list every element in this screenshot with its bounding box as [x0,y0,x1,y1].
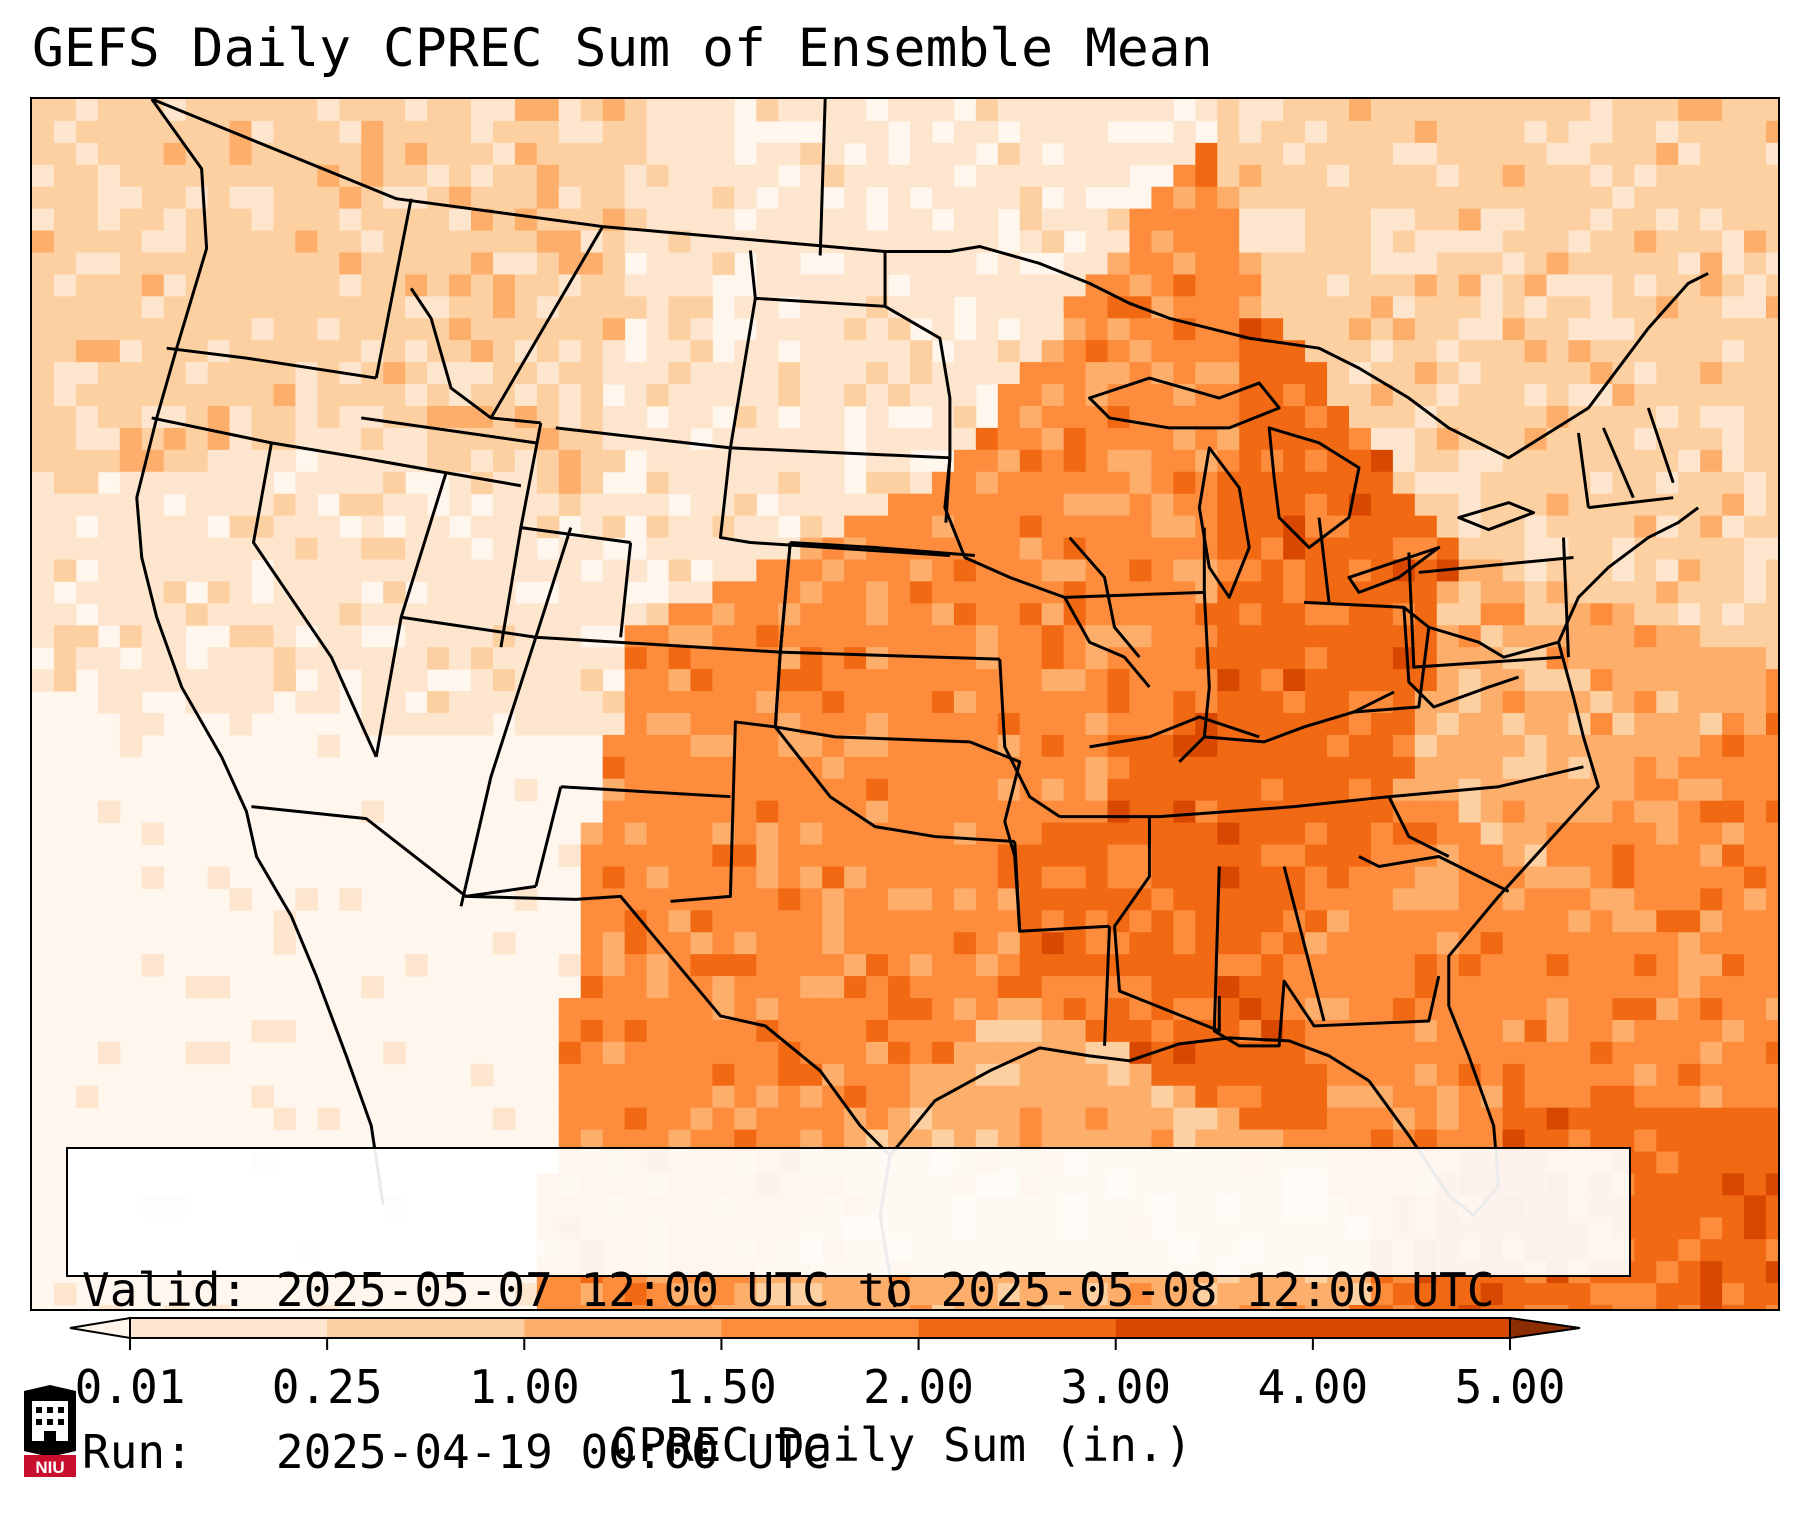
colorbar-segment [918,1318,1117,1338]
colorbar-tick-labels: 0.01 0.25 1.00 1.50 2.00 3.00 4.00 5.00 [0,1360,1803,1414]
colorbar-extend-low [69,1316,131,1340]
colorbar-extend-high [1509,1316,1581,1340]
logo-lettering: NIU [35,1458,64,1477]
colorbar-tick-label: 5.00 [1454,1360,1566,1414]
valid-value: 2025-05-07 12:00 UTC to 2025-05-08 12:00… [275,1263,1495,1317]
state-boundaries [135,99,1709,1308]
niu-logo: NIU [24,1385,76,1477]
colorbar-segment [721,1318,920,1338]
map-panel [30,97,1780,1311]
colorbar [69,1316,1581,1350]
colorbar-segment [1115,1318,1314,1338]
colorbar-segment [130,1318,328,1338]
colorbar-segment [524,1318,722,1338]
colorbar-label: CPREC Daily Sum (in.) [610,1418,1193,1472]
colorbar-tick-label: 3.00 [1060,1360,1172,1414]
colorbar-tick-label: 1.00 [468,1360,580,1414]
run-value: 2025-04-19 00:00 UTC [275,1425,830,1479]
run-label: Run: [82,1425,193,1479]
valid-line: Valid: 2025-05-07 12:00 UTC to 2025-05-0… [82,1263,1629,1317]
colorbar-tick-label: 4.00 [1257,1360,1369,1414]
precipitation-field [32,99,1778,1309]
page-title: GEFS Daily CPREC Sum of Ensemble Mean [32,18,1213,79]
validity-info-box: Valid: 2025-05-07 12:00 UTC to 2025-05-0… [66,1147,1631,1479]
valid-label: Valid: [82,1263,249,1317]
colorbar-tick-label: 0.25 [271,1360,383,1414]
precipitation-map [32,99,1778,1309]
colorbar-segment [327,1318,525,1338]
colorbar-segment [1312,1318,1511,1338]
colorbar-tick-label: 0.01 [74,1360,186,1414]
run-line: Run: 2025-04-19 00:00 UTC [82,1425,1629,1479]
colorbar-tick-label: 1.50 [666,1360,777,1414]
colorbar-tick-label: 2.00 [863,1360,974,1414]
